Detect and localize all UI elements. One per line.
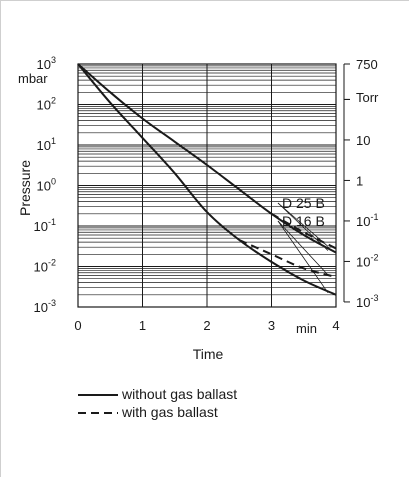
y-tick-label-right: 10-1 (356, 212, 378, 229)
y-tick-label-right: 10-3 (356, 293, 378, 310)
curve-label: D 16 B (282, 213, 325, 229)
curve-label: D 25 B (282, 195, 325, 211)
grid (77, 63, 337, 308)
series-line-d-16-b-solid (77, 63, 337, 296)
y-tick-label-left: 10-2 (34, 258, 56, 275)
y-tick-label-right: 1 (356, 173, 363, 188)
series-line-d-25-b-solid (77, 63, 337, 254)
plot-frame (77, 63, 337, 308)
y-tick-label-right: 750 (356, 57, 378, 72)
x-axis-label: Time (193, 346, 224, 362)
y-axis-label: Pressure (17, 160, 33, 216)
x-unit: min (296, 321, 317, 336)
y-tick-label-left: 103 (37, 55, 56, 72)
axes: 0 1 2 3 410310210110010-110-210-375010110-11… (34, 55, 379, 333)
y-unit-left: mbar (18, 71, 48, 86)
legend-label: with gas ballast (121, 404, 218, 420)
y-tick-label-left: 100 (37, 177, 56, 194)
legend: without gas ballast with gas ballast (78, 386, 237, 420)
legend-label: without gas ballast (121, 386, 237, 402)
page-frame-left (0, 0, 1, 477)
curve-label-leader (277, 220, 329, 276)
x-tick-label: 0 (74, 318, 81, 333)
page-frame-top (0, 0, 409, 1)
x-tick-label: 4 (332, 318, 339, 333)
series-lines (77, 63, 337, 296)
y-tick-label-left: 102 (37, 96, 56, 113)
curve-label-leader (277, 202, 329, 247)
y-unit-right: Torr (356, 90, 379, 105)
series-line-d-16-b-dashed (238, 239, 337, 278)
y-tick-label-left: 101 (37, 136, 56, 153)
y-tick-label-left: 10-3 (34, 298, 56, 315)
y-tick-label-right: 10-2 (356, 252, 378, 269)
curve-label-leader (277, 202, 329, 251)
y-tick-label-right: 10 (356, 133, 370, 148)
curve-label-leader (277, 220, 329, 294)
x-tick-label: 3 (268, 318, 275, 333)
series-line-d-25-b-dashed (271, 212, 337, 250)
y-tick-label-left: 10-1 (34, 217, 56, 234)
curve-labels: D 25 B D 16 B (277, 195, 329, 294)
x-tick-label: 2 (203, 318, 210, 333)
x-tick-label: 1 (139, 318, 146, 333)
